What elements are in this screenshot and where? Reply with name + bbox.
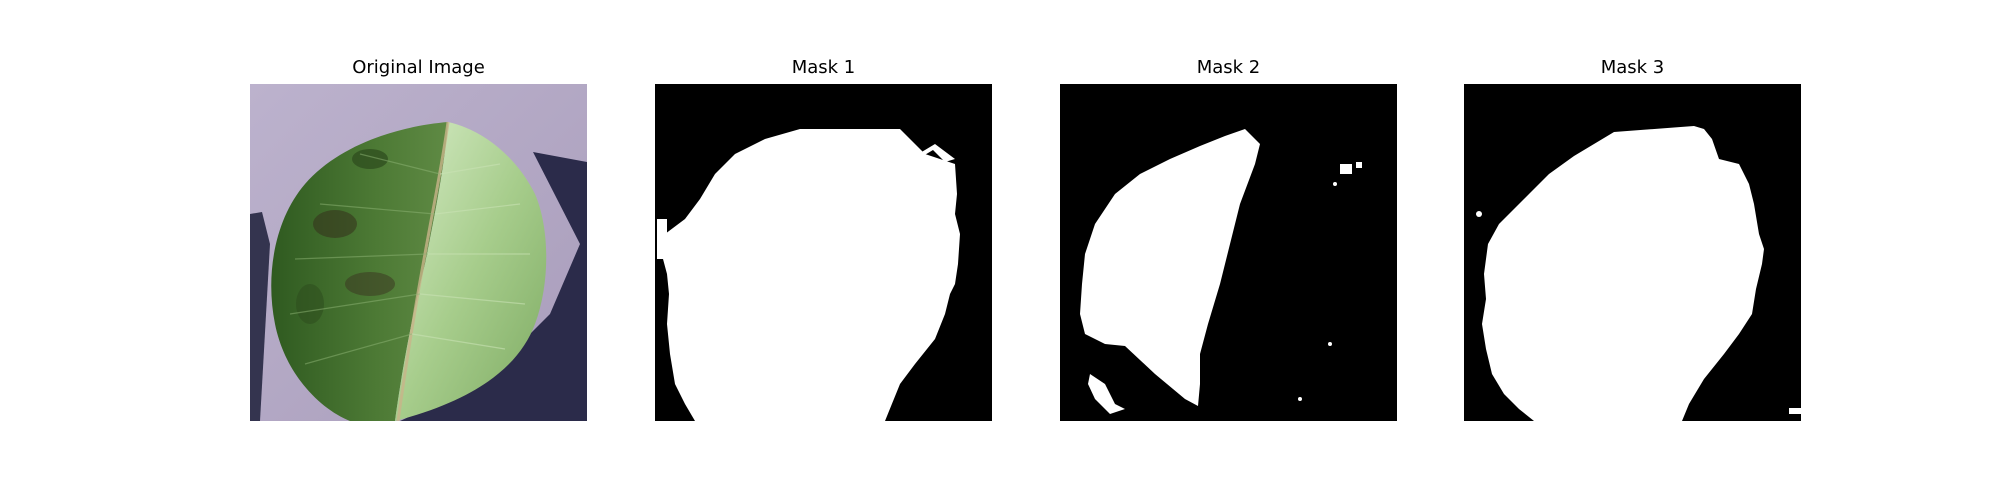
mask-1-image (655, 84, 992, 421)
panel-title-mask-1: Mask 1 (791, 57, 856, 78)
panel-title-mask-2: Mask 2 (1196, 57, 1261, 78)
mask-3-panel (1464, 84, 1801, 421)
original-image-panel (250, 84, 587, 421)
panel-title-mask-3: Mask 3 (1600, 57, 1665, 78)
mask-2-image (1060, 84, 1397, 421)
mask-3-image (1464, 84, 1801, 421)
panel-title-original-image: Original Image (352, 57, 485, 78)
mask-2-panel (1060, 84, 1397, 421)
original-leaf-image (250, 84, 587, 421)
mask-1-panel (655, 84, 992, 421)
